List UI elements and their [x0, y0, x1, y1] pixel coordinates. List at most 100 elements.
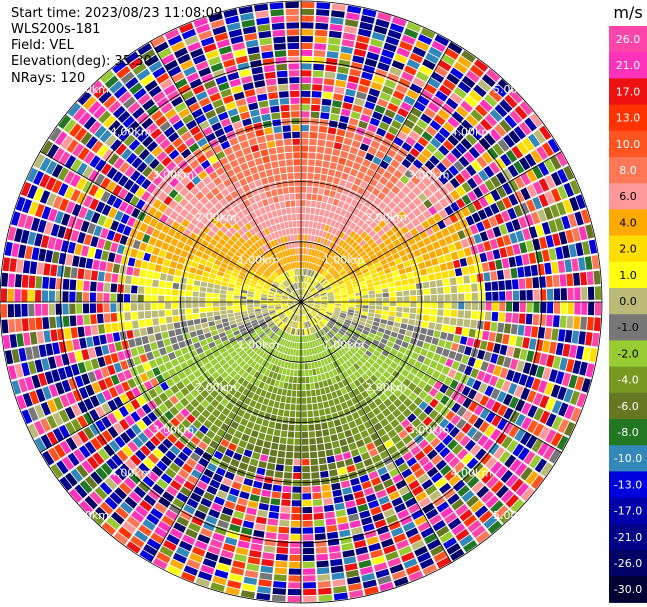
- ppi-gate: [198, 441, 208, 451]
- ppi-gate: [261, 296, 268, 299]
- ppi-gate: [458, 293, 465, 301]
- ppi-gate: [383, 42, 397, 53]
- ppi-gate: [339, 314, 346, 319]
- ppi-gate: [311, 396, 317, 404]
- ppi-gate: [67, 215, 77, 228]
- ppi-gate: [363, 326, 371, 332]
- ppi-gate: [363, 487, 375, 496]
- ppi-gate: [326, 525, 338, 533]
- ppi-gate: [141, 49, 156, 61]
- ppi-gate: [257, 586, 271, 594]
- ppi-gate: [7, 226, 17, 241]
- ppi-gate: [508, 193, 519, 206]
- ppi-gate: [319, 277, 325, 283]
- ppi-gate: [301, 193, 306, 200]
- ppi-gate: [519, 290, 526, 301]
- ppi-gate: [221, 454, 232, 464]
- ppi-gate: [212, 334, 220, 341]
- ppi-gate: [303, 315, 306, 322]
- ppi-gate: [160, 473, 173, 484]
- ppi-gate: [361, 254, 369, 261]
- ppi-gate: [323, 78, 335, 86]
- ppi-gate: [520, 432, 532, 446]
- ppi-gate: [520, 187, 531, 201]
- ppi-gate: [398, 393, 408, 403]
- ppi-gate: [422, 58, 436, 70]
- ppi-gate: [257, 330, 264, 336]
- ppi-gate: [338, 373, 346, 381]
- ppi-gate: [301, 63, 312, 70]
- ppi-gate: [558, 329, 566, 342]
- ppi-gate: [268, 295, 275, 298]
- ppi-gate: [538, 178, 550, 192]
- ppi-gate: [291, 356, 296, 363]
- ppi-gate: [217, 327, 225, 334]
- ppi-gate: [332, 369, 338, 376]
- ppi-gate: [41, 206, 52, 220]
- ppi-gate: [104, 75, 119, 89]
- ppi-gate: [350, 477, 360, 486]
- ppi-gate: [492, 226, 502, 238]
- ppi-gate: [318, 267, 323, 274]
- ppi-gate: [539, 314, 547, 326]
- ppi-gate: [444, 253, 452, 262]
- ppi-gate: [282, 295, 289, 298]
- ppi-gate: [408, 570, 424, 582]
- ppi-gate: [310, 235, 315, 242]
- ppi-gate: [394, 280, 402, 287]
- ppi-gate: [242, 520, 255, 529]
- ppi-gate: [494, 104, 508, 118]
- ppi-gate: [216, 354, 224, 362]
- ppi-gate: [299, 308, 301, 315]
- ppi-gate: [296, 390, 301, 397]
- ppi-gate: [455, 198, 466, 209]
- ppi-gate: [327, 340, 333, 347]
- ppi-gate: [392, 473, 404, 484]
- ppi-gate: [377, 428, 387, 437]
- ppi-gate: [409, 289, 417, 296]
- ppi-gate: [63, 266, 71, 278]
- ppi-gate: [139, 269, 147, 278]
- ppi-gate: [177, 371, 187, 380]
- ppi-gate: [484, 193, 495, 205]
- ppi-gate: [226, 294, 233, 299]
- ppi-gate: [515, 482, 529, 497]
- ppi-gate: [277, 260, 283, 267]
- ppi-gate: [288, 277, 293, 284]
- ppi-gate: [552, 233, 561, 247]
- ppi-gate: [225, 366, 234, 374]
- ppi-gate: [495, 485, 509, 499]
- ppi-gate: [524, 117, 537, 132]
- ppi-gate: [261, 293, 268, 297]
- ppi-gate: [100, 70, 115, 84]
- ppi-gate: [471, 525, 486, 538]
- ppi-gate: [441, 366, 451, 376]
- ppi-gate: [45, 250, 53, 263]
- ppi-gate: [307, 303, 314, 305]
- ppi-gate: [207, 282, 214, 289]
- ppi-gate: [402, 285, 409, 291]
- ppi-gate: [72, 255, 80, 267]
- ppi-gate: [242, 363, 250, 371]
- ppi-gate: [385, 514, 399, 525]
- ppi-gate: [238, 339, 246, 346]
- ppi-gate: [116, 244, 125, 255]
- ppi-gate: [544, 262, 552, 275]
- ppi-gate: [349, 382, 357, 390]
- ppi-gate: [502, 196, 512, 209]
- ppi-gate: [474, 104, 488, 117]
- ppi-gate: [189, 331, 197, 338]
- ppi-gate: [361, 373, 370, 381]
- ppi-gate: [532, 165, 544, 180]
- ppi-gate: [366, 261, 374, 268]
- ppi-gate: [368, 290, 375, 295]
- ppi-gate: [150, 35, 166, 48]
- ppi-gate: [322, 281, 328, 286]
- ppi-gate: [482, 438, 494, 451]
- ppi-gate: [420, 327, 428, 335]
- ppi-gate: [373, 317, 381, 323]
- ppi-gate: [375, 358, 384, 366]
- ppi-gate: [271, 594, 286, 602]
- ppi-gate: [334, 375, 341, 383]
- ppi-gate: [355, 298, 362, 302]
